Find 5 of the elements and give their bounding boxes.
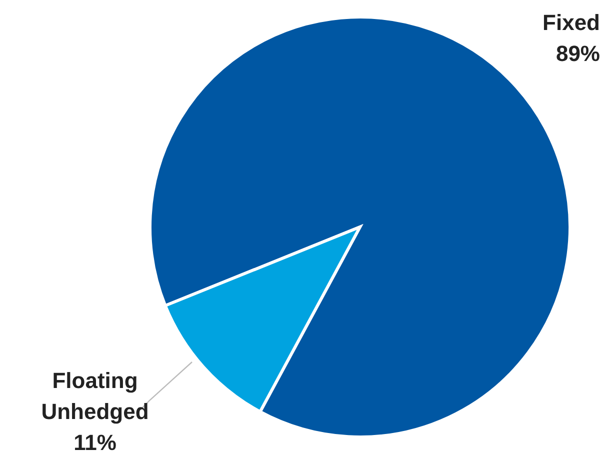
- pie-slice: [164, 226, 362, 414]
- data-label: 11%: [74, 430, 116, 455]
- slice-label: Floating Unhedged: [41, 368, 149, 424]
- slice-label: Fixed: [542, 10, 600, 35]
- data-label: 89%: [556, 41, 600, 66]
